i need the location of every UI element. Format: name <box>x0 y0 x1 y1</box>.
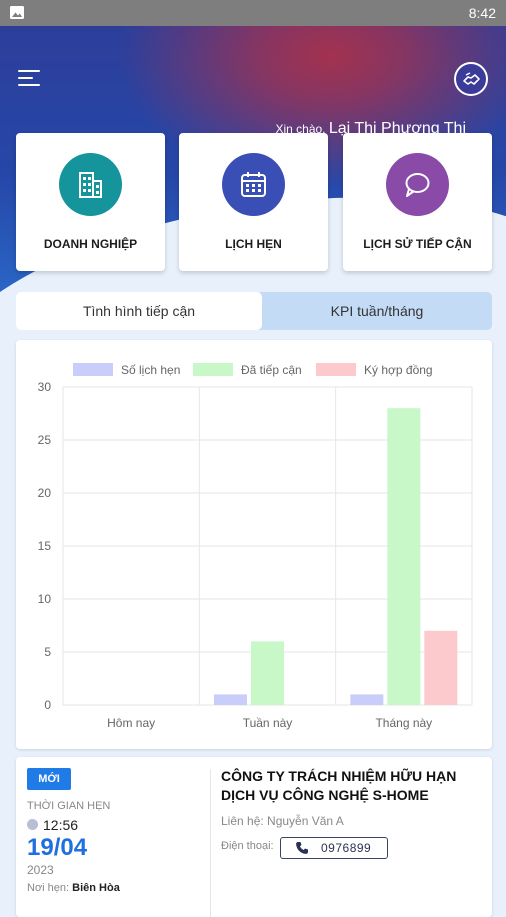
card-lich-hen[interactable]: LỊCH HẸN <box>179 133 328 271</box>
hamburger-menu-icon[interactable] <box>18 70 40 88</box>
bar-chart: 0 5 10 15 20 25 30 Hôm nay Tuần này Tháng này Số l… <box>38 363 473 730</box>
divider <box>210 769 211 917</box>
card-label: LỊCH HẸN <box>225 237 282 251</box>
handshake-badge-icon[interactable] <box>454 62 488 96</box>
chart-card: 0 5 10 15 20 25 30 Hôm nay Tuần này Tháng này Số l… <box>16 340 492 749</box>
x-tick-label: Tuần này <box>243 716 293 730</box>
x-tick-label: Hôm nay <box>107 716 155 730</box>
x-tick-label: Tháng này <box>375 716 432 730</box>
contact-label: Liên hệ: <box>221 814 264 828</box>
bar <box>214 694 247 705</box>
company-name: CÔNG TY TRÁCH NHIỆM HỮU HẠN DỊCH VỤ CÔNG… <box>221 768 457 803</box>
phone-label: Điện thoại: <box>221 840 274 852</box>
appointment-date: 19/04 <box>27 834 88 861</box>
y-tick-label: 10 <box>38 592 52 606</box>
legend-swatch <box>73 363 113 376</box>
tab-bar: Tình hình tiếp cận KPI tuần/tháng <box>16 292 492 330</box>
place-value: Biên Hòa <box>72 882 120 894</box>
legend-label: Số lịch hẹn <box>121 363 180 377</box>
appointment-card[interactable]: MỚI THỜI GIAN HẸN 12:56 19/04 2023 Nơi h… <box>16 757 492 917</box>
card-lich-su-tiep-can[interactable]: LỊCH SỬ TIẾP CẬN <box>343 133 492 271</box>
appointment-place: Nơi hẹn: Biên Hòa <box>27 882 120 894</box>
phone-number: 0976899 <box>321 841 372 855</box>
bar <box>387 408 421 705</box>
quick-actions: DOANH NGHIỆP LỊCH HẸN LỊCH SỬ TIẾP CẬN <box>16 133 492 271</box>
call-phone-button[interactable]: 0976899 <box>280 837 388 859</box>
building-icon <box>59 153 122 216</box>
tab-tinh-hinh-tiep-can[interactable]: Tình hình tiếp cận <box>16 292 262 330</box>
appointment-time-label: THỜI GIAN HẸN <box>27 800 111 812</box>
y-tick-label: 0 <box>44 698 51 712</box>
user-name: Lại Thị Phương Thi <box>328 120 466 137</box>
appointment-time: 12:56 <box>43 817 79 833</box>
calendar-icon <box>222 153 285 216</box>
greeting-prefix: Xin chào, <box>275 122 326 136</box>
contact-name: Nguyễn Văn A <box>267 814 344 828</box>
tab-kpi[interactable]: KPI tuần/tháng <box>330 303 424 319</box>
card-label: DOANH NGHIỆP <box>43 237 138 251</box>
chat-bubble-icon <box>386 153 449 216</box>
y-tick-label: 25 <box>38 433 52 447</box>
appointment-year: 2023 <box>27 863 54 877</box>
legend-swatch <box>316 363 356 376</box>
place-label: Nơi hẹn: <box>27 882 70 894</box>
y-tick-label: 30 <box>38 380 52 394</box>
bar <box>350 694 384 705</box>
legend-label: Đã tiếp cận <box>241 363 302 377</box>
status-bar: 8:42 <box>0 0 506 26</box>
y-tick-label: 20 <box>38 486 52 500</box>
card-label: LỊCH SỬ TIẾP CẬN <box>363 237 472 251</box>
contact: Liên hệ: Nguyễn Văn A <box>221 814 344 828</box>
status-time: 8:42 <box>468 5 496 21</box>
legend-swatch <box>193 363 233 376</box>
greeting: Xin chào, Lại Thị Phương Thi <box>275 120 466 138</box>
new-badge: MỚI <box>27 768 71 790</box>
legend-label: Ký hợp đồng <box>364 363 433 377</box>
y-tick-label: 5 <box>44 645 51 659</box>
bar <box>251 641 284 705</box>
image-notification-icon <box>10 6 24 19</box>
bar <box>424 630 458 705</box>
y-tick-label: 15 <box>38 539 52 553</box>
card-doanh-nghiep[interactable]: DOANH NGHIỆP <box>16 133 165 271</box>
phone-icon <box>296 842 308 854</box>
clock-icon <box>27 819 38 830</box>
